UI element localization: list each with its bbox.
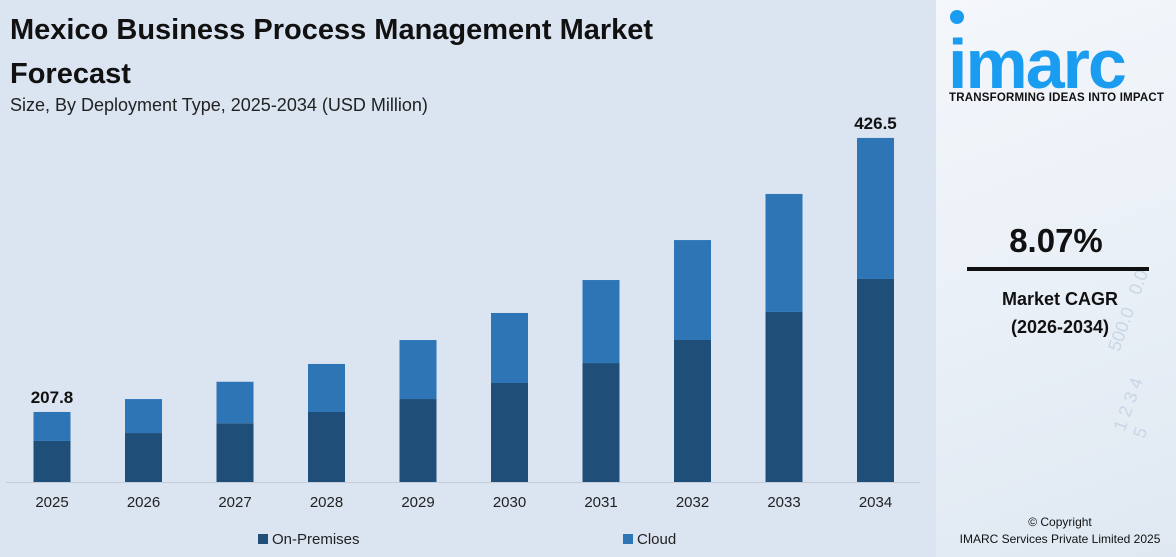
bar-on-premises-2029 [399,399,437,482]
legend-label: Cloud [637,531,676,548]
chart-subtitle: Size, By Deployment Type, 2025-2034 (USD… [10,95,428,115]
bar-cloud-2031 [582,280,620,364]
x-tick-label: 2034 [859,494,892,511]
logo-text: imarc [948,25,1125,92]
bar-on-premises-2027 [216,423,254,482]
cagr-label: Market CAGR (2026-2034) [936,285,1176,341]
bar-cloud-2027 [216,381,254,424]
bar-cloud-2026 [125,399,162,434]
bar-cloud-2030 [491,312,528,383]
bar-on-premises-2032 [674,339,711,482]
data-label: 207.8 [31,388,74,407]
legend-swatch [258,534,268,544]
x-tick-label: 2030 [493,494,526,511]
x-tick-label: 2031 [584,494,617,511]
x-tick-label: 2025 [35,494,68,511]
copyright-line: © Copyright [1028,515,1092,529]
bar-cloud-2034 [857,137,894,279]
bar-on-premises-2025 [33,440,71,482]
chart-title: Mexico Business Process Management Marke… [10,14,654,90]
decorative-numbers: 1 2 3 4 5 [1109,374,1152,441]
cagr-period: (2026-2034) [1010,317,1110,337]
cagr-value: 8.07% [1009,222,1103,259]
x-tick-label: 2028 [310,494,343,511]
copyright: © Copyright IMARC Services Private Limit… [936,514,1176,548]
legend-label: On-Premises [272,531,360,548]
bar-on-premises-2033 [765,311,803,482]
bar-on-premises-2026 [125,433,162,482]
x-tick-label: 2029 [401,494,434,511]
bar-on-premises-2028 [308,411,345,482]
imarc-logo: imarc [948,10,1127,92]
x-tick-label: 2027 [218,494,251,511]
brand-panel: 500.0 0.0 1 2 3 4 5 imarc TRANSFORMING I… [936,0,1176,557]
cagr-label-text: Market CAGR [1001,289,1119,309]
bar-on-premises-2034 [857,278,894,482]
bar-cloud-2025 [33,411,71,441]
bar-chart: 2025 2026 2027 2028 2029 2030 2031 2032 2033 2034… [6,114,920,548]
legend-swatch [623,534,633,544]
bar-on-premises-2030 [491,382,528,482]
bar-on-premises-2031 [582,363,620,482]
x-tick-label: 2033 [767,494,800,511]
copyright-company: IMARC Services Private Limited 2025 [959,532,1161,546]
divider [967,267,1149,271]
bar-cloud-2029 [399,340,437,400]
chart-panel: Mexico Business Process Management Marke… [6,14,920,548]
x-tick-label: 2026 [127,494,160,511]
x-tick-label: 2032 [676,494,709,511]
bar-cloud-2032 [674,240,711,340]
bar-cloud-2028 [308,363,345,412]
tagline: TRANSFORMING IDEAS INTO IMPACT [949,92,1165,104]
data-label: 426.5 [854,114,897,133]
bar-cloud-2033 [765,193,803,312]
